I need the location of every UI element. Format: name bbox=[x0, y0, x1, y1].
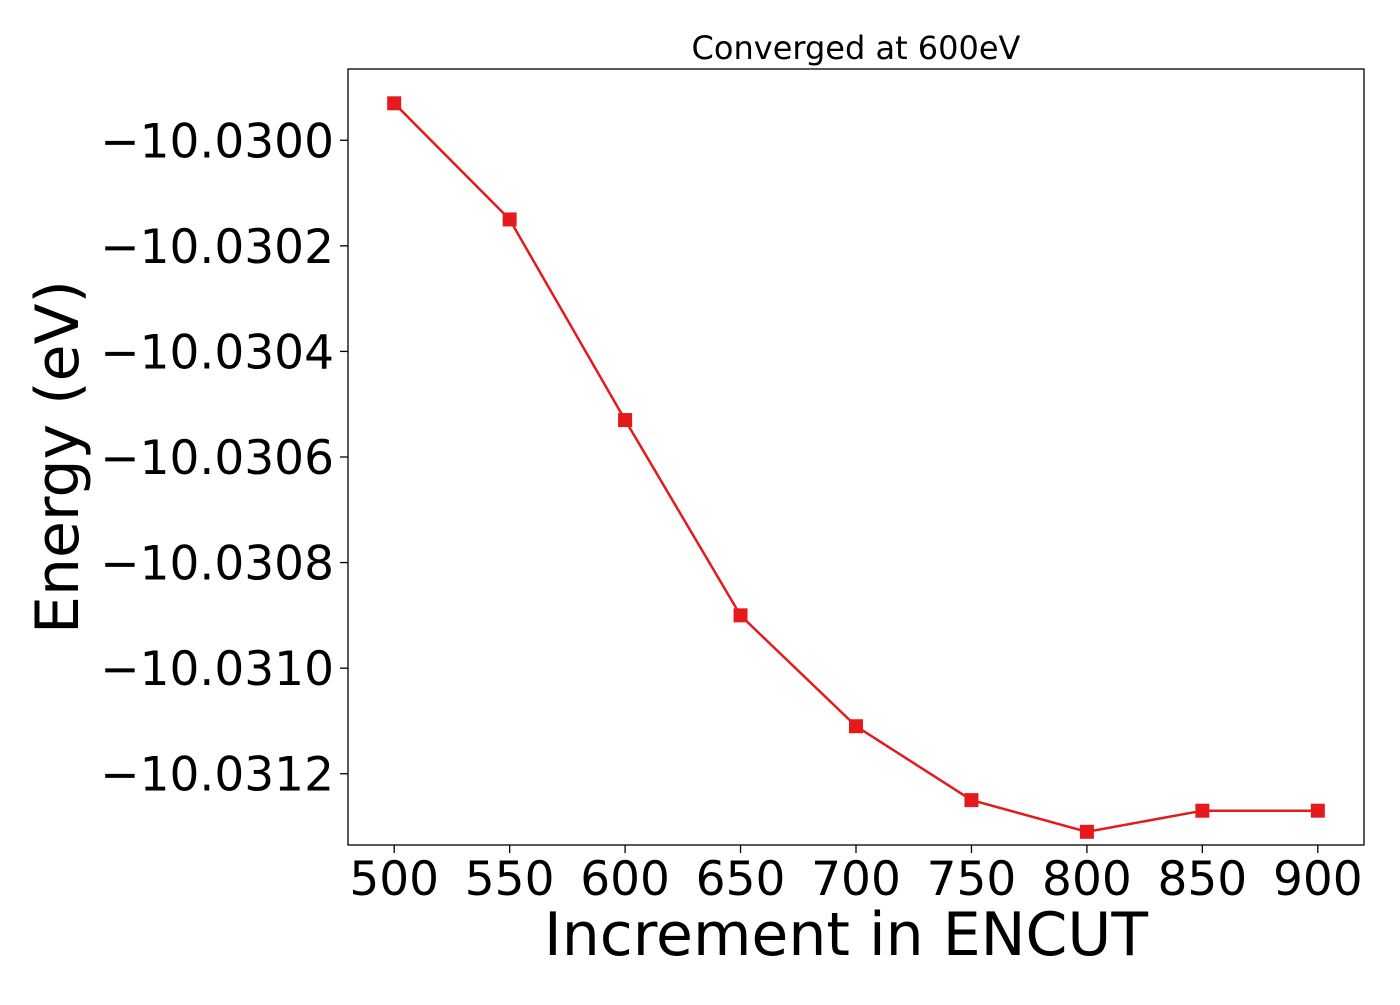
y-axis-ticks: −10.0300 −10.0302 −10.0304 −10.0306 −10.0308… bbox=[100, 114, 348, 803]
y-tick-label: −10.0306 bbox=[100, 431, 334, 486]
x-axis-label: Increment in ENCUT bbox=[544, 900, 1148, 970]
data-point-marker bbox=[964, 793, 979, 808]
x-tick-label: 850 bbox=[1158, 852, 1248, 907]
x-tick-label: 600 bbox=[580, 852, 670, 907]
y-tick-label: −10.0310 bbox=[100, 642, 334, 697]
y-tick-label: −10.0312 bbox=[100, 748, 334, 803]
data-point-marker bbox=[1195, 803, 1210, 818]
y-axis-label: Energy (eV) bbox=[23, 280, 93, 634]
y-tick-label: −10.0302 bbox=[100, 220, 334, 275]
x-tick-label: 500 bbox=[349, 852, 439, 907]
x-tick-label: 750 bbox=[927, 852, 1017, 907]
x-tick-label: 550 bbox=[465, 852, 555, 907]
x-tick-label: 700 bbox=[811, 852, 901, 907]
y-tick-label: −10.0308 bbox=[100, 537, 334, 592]
x-axis-ticks: 500 550 600 650 700 750 800 850 900 bbox=[349, 845, 1363, 907]
x-tick-label: 900 bbox=[1273, 852, 1363, 907]
data-point-marker bbox=[502, 212, 517, 227]
data-point-marker bbox=[387, 96, 402, 111]
data-point-marker bbox=[618, 413, 633, 428]
data-point-marker bbox=[733, 608, 748, 623]
data-point-marker bbox=[849, 719, 863, 734]
chart-title: Converged at 600eV bbox=[692, 29, 1021, 67]
data-point-marker bbox=[1079, 824, 1094, 839]
x-tick-label: 800 bbox=[1042, 852, 1132, 907]
y-tick-label: −10.0300 bbox=[100, 114, 334, 169]
series-layer bbox=[387, 96, 1325, 839]
x-tick-label: 650 bbox=[696, 852, 786, 907]
y-tick-label: −10.0304 bbox=[100, 325, 334, 380]
data-point-marker bbox=[1310, 803, 1325, 818]
